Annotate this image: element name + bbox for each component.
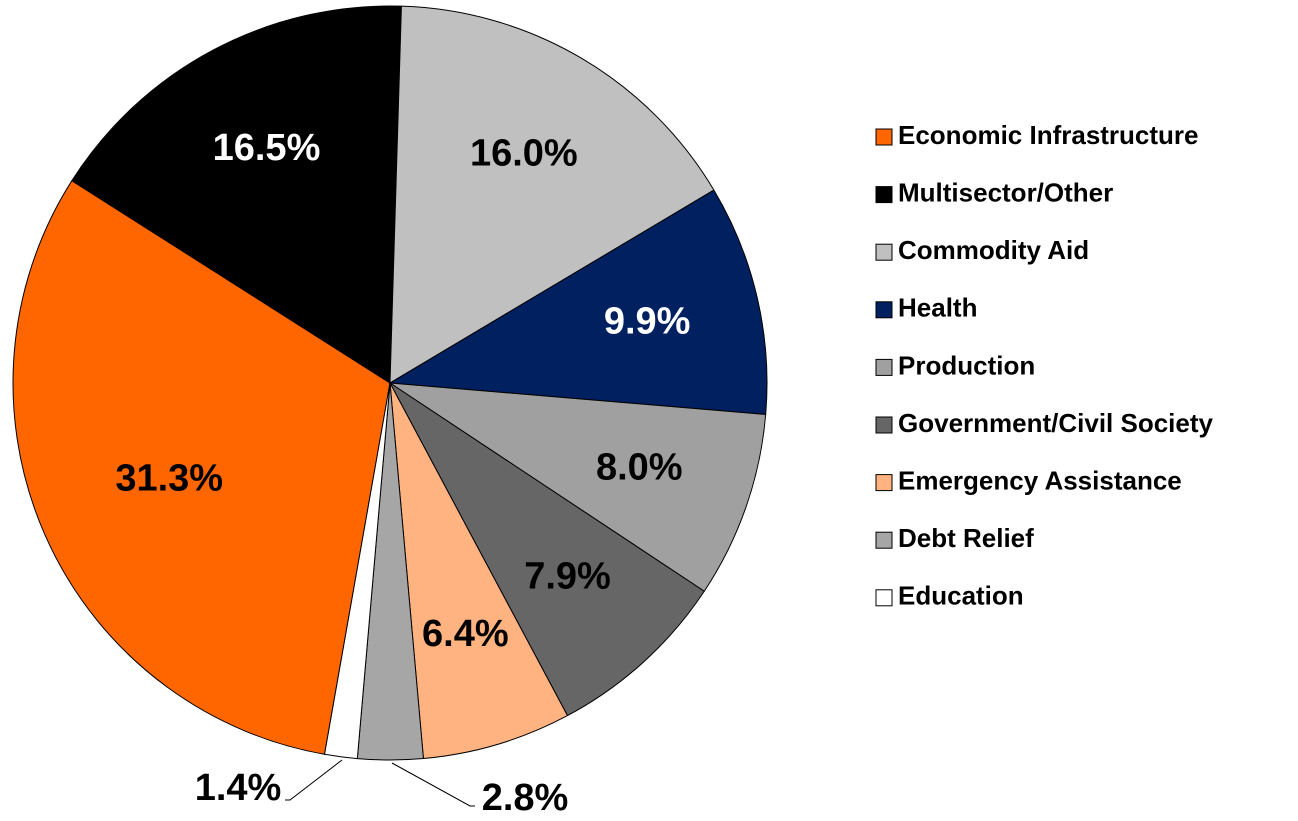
- legend-swatch: [875, 243, 893, 261]
- leader-line: [285, 759, 343, 801]
- pie-slice: [389, 382, 767, 592]
- legend-label: Debt Relief: [898, 523, 1034, 553]
- leader-line: [391, 762, 475, 807]
- legend-label: Economic Infrastructure: [898, 120, 1199, 150]
- data-label: 6.4%: [422, 613, 509, 655]
- legend-swatch: [875, 531, 893, 549]
- legend-swatch: [875, 474, 893, 492]
- legend-swatch: [875, 128, 893, 146]
- legend-label: Health: [898, 293, 977, 323]
- legend-label: Government/Civil Society: [898, 408, 1214, 438]
- legend-swatch: [875, 416, 893, 434]
- legend-swatch: [875, 186, 893, 204]
- data-label: 7.9%: [524, 555, 611, 597]
- data-label: 9.9%: [604, 301, 691, 343]
- pie-slice: [389, 382, 569, 760]
- pie-slice: [389, 382, 705, 717]
- data-label: 1.4%: [195, 767, 282, 809]
- legend-swatch: [875, 589, 893, 607]
- legend-swatch: [875, 301, 893, 319]
- data-label: 8.0%: [596, 447, 683, 489]
- legend-label: Commodity Aid: [898, 235, 1089, 265]
- data-label: 2.8%: [482, 777, 569, 816]
- pie-slice: [71, 5, 402, 384]
- legend-label: Multisector/Other: [898, 177, 1113, 207]
- legend-swatch: [875, 358, 893, 376]
- pie-slice: [12, 179, 391, 755]
- pie-slice: [323, 382, 391, 760]
- pie-slice: [389, 5, 715, 384]
- legend-label: Emergency Assistance: [898, 465, 1182, 495]
- legend-label: Education: [898, 581, 1024, 611]
- legend-label: Production: [898, 350, 1035, 380]
- data-label: 16.5%: [213, 127, 321, 169]
- pie-slice: [388, 189, 768, 416]
- data-label: 31.3%: [115, 457, 223, 499]
- data-label: 16.0%: [470, 133, 578, 175]
